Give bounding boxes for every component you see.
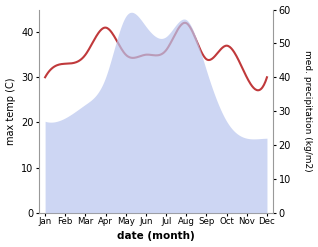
X-axis label: date (month): date (month) (117, 231, 195, 242)
Y-axis label: max temp (C): max temp (C) (5, 77, 16, 145)
Y-axis label: med. precipitation (kg/m2): med. precipitation (kg/m2) (303, 50, 313, 172)
